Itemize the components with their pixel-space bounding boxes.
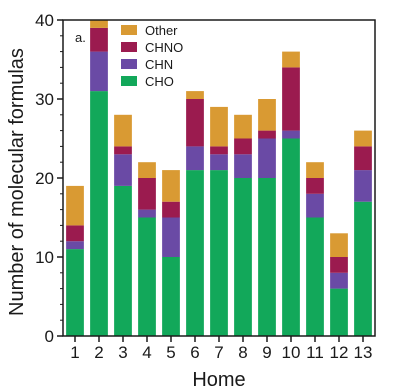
bar-chno-home-9 bbox=[258, 130, 276, 139]
bar-chn-home-8 bbox=[234, 154, 252, 178]
bar-chn-home-5 bbox=[162, 217, 180, 257]
bar-other-home-8 bbox=[234, 114, 252, 139]
bar-chn-home-2 bbox=[90, 51, 108, 92]
bar-chn-home-6 bbox=[186, 146, 204, 171]
panel-label: a. bbox=[75, 30, 86, 45]
y-tick-label: 40 bbox=[35, 11, 54, 30]
bar-other-home-13 bbox=[354, 130, 372, 147]
x-axis-title: Home bbox=[192, 369, 245, 391]
bar-chno-home-10 bbox=[282, 67, 300, 131]
legend-label-cho: CHO bbox=[145, 74, 174, 89]
bar-chno-home-7 bbox=[210, 146, 228, 155]
bar-cho-home-2 bbox=[90, 91, 108, 336]
bar-cho-home-13 bbox=[354, 201, 372, 336]
y-tick-label: 20 bbox=[35, 169, 54, 188]
bar-other-home-11 bbox=[306, 162, 324, 178]
x-tick-label-4: 4 bbox=[142, 343, 151, 362]
y-axis: 0 10 20 30 40 bbox=[35, 11, 63, 346]
x-tick-label-6: 6 bbox=[190, 343, 199, 362]
bar-chno-home-13 bbox=[354, 146, 372, 171]
legend-label-chn: CHN bbox=[145, 57, 173, 72]
bar-chn-home-13 bbox=[354, 170, 372, 202]
bar-other-home-4 bbox=[138, 162, 156, 178]
bar-cho-home-1 bbox=[66, 249, 84, 336]
bar-chn-home-4 bbox=[138, 209, 156, 218]
y-axis-title: Number of molecular formulas bbox=[6, 48, 28, 316]
bar-cho-home-3 bbox=[114, 185, 132, 336]
bar-other-home-9 bbox=[258, 99, 276, 131]
bar-chn-home-11 bbox=[306, 193, 324, 218]
x-tick-label-5: 5 bbox=[166, 343, 175, 362]
x-tick-label-2: 2 bbox=[94, 343, 103, 362]
y-tick-label: 30 bbox=[35, 90, 54, 109]
bar-chno-home-1 bbox=[66, 225, 84, 242]
x-tick-label-10: 10 bbox=[282, 343, 301, 362]
bar-chno-home-4 bbox=[138, 178, 156, 210]
bar-cho-home-10 bbox=[282, 138, 300, 336]
bar-chno-home-11 bbox=[306, 178, 324, 194]
bar-other-home-2 bbox=[90, 20, 108, 28]
bar-chno-home-6 bbox=[186, 99, 204, 147]
bar-cho-home-6 bbox=[186, 170, 204, 336]
legend-label-other: Other bbox=[145, 23, 178, 38]
bar-other-home-1 bbox=[66, 185, 84, 226]
bar-chn-home-10 bbox=[282, 130, 300, 139]
bars-group bbox=[66, 20, 372, 336]
bar-cho-home-11 bbox=[306, 217, 324, 336]
x-tick-label-7: 7 bbox=[214, 343, 223, 362]
bar-chn-home-1 bbox=[66, 241, 84, 250]
bar-other-home-12 bbox=[330, 233, 348, 257]
bar-cho-home-4 bbox=[138, 217, 156, 336]
bar-chno-home-3 bbox=[114, 146, 132, 155]
bar-chn-home-12 bbox=[330, 272, 348, 289]
bar-chno-home-8 bbox=[234, 138, 252, 155]
bar-chno-home-2 bbox=[90, 27, 108, 52]
bar-cho-home-9 bbox=[258, 178, 276, 336]
legend-label-chno: CHNO bbox=[145, 40, 183, 55]
bar-chn-home-3 bbox=[114, 154, 132, 186]
legend-swatch-other bbox=[121, 25, 137, 35]
x-tick-label-1: 1 bbox=[70, 343, 79, 362]
x-tick-label-3: 3 bbox=[118, 343, 127, 362]
bar-chno-home-5 bbox=[162, 201, 180, 218]
legend-swatch-cho bbox=[121, 76, 137, 86]
bar-cho-home-5 bbox=[162, 257, 180, 336]
bar-cho-home-7 bbox=[210, 170, 228, 336]
x-tick-label-8: 8 bbox=[238, 343, 247, 362]
legend-swatch-chno bbox=[121, 42, 137, 52]
bar-other-home-10 bbox=[282, 51, 300, 68]
bar-other-home-6 bbox=[186, 91, 204, 99]
bar-cho-home-8 bbox=[234, 178, 252, 336]
y-tick-label: 0 bbox=[45, 327, 54, 346]
bar-other-home-7 bbox=[210, 106, 228, 147]
x-tick-label-11: 11 bbox=[306, 343, 324, 362]
legend-swatch-chn bbox=[121, 59, 137, 69]
legend: Other CHNO CHN CHO bbox=[121, 23, 183, 89]
y-tick-label: 10 bbox=[35, 248, 54, 267]
x-tick-label-12: 12 bbox=[330, 343, 349, 362]
bar-cho-home-12 bbox=[330, 288, 348, 336]
x-tick-label-9: 9 bbox=[262, 343, 271, 362]
bar-chno-home-12 bbox=[330, 257, 348, 273]
bar-other-home-5 bbox=[162, 170, 180, 202]
x-tick-label-13: 13 bbox=[354, 343, 373, 362]
bar-other-home-3 bbox=[114, 114, 132, 147]
bar-chn-home-9 bbox=[258, 138, 276, 178]
x-axis: 1 2 3 4 5 6 7 8 9 10 11 12 13 bbox=[70, 336, 372, 362]
bar-chn-home-7 bbox=[210, 154, 228, 171]
